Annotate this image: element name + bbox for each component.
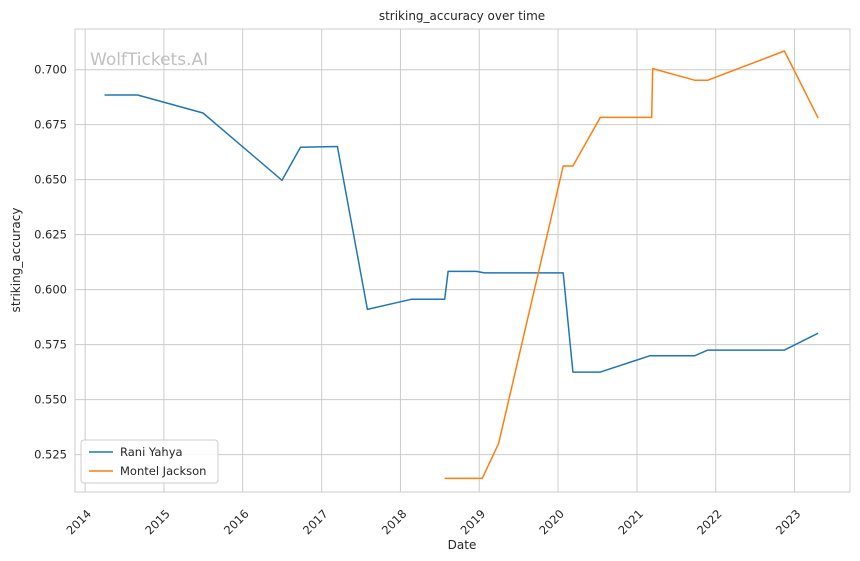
legend: Rani Yahya Montel Jackson <box>80 439 219 484</box>
plot-background <box>75 29 850 492</box>
y-tick-label: 0.625 <box>34 228 67 242</box>
x-tick-label: 2016 <box>221 507 252 538</box>
legend-box <box>80 439 219 484</box>
y-tick-label: 0.675 <box>34 118 67 132</box>
y-axis-label: striking_accuracy <box>9 208 23 313</box>
legend-label-rani-yahya: Rani Yahya <box>120 445 183 459</box>
y-tick-label: 0.700 <box>34 63 67 77</box>
gridlines <box>75 29 850 492</box>
x-tick-label: 2022 <box>694 507 725 538</box>
y-tick-label: 0.650 <box>34 173 67 187</box>
x-tick-label: 2018 <box>379 507 410 538</box>
y-tick-label: 0.575 <box>34 338 67 352</box>
x-tick-label: 2019 <box>458 507 489 538</box>
plot-frame <box>74 28 851 493</box>
x-tick-label: 2023 <box>773 507 804 538</box>
series-lines <box>104 50 819 480</box>
series-line-rani-yahya <box>104 94 819 373</box>
watermark: WolfTickets.AI <box>90 50 208 70</box>
x-tick-label: 2020 <box>536 507 567 538</box>
x-tick-label: 2021 <box>615 507 646 538</box>
x-tick-label: 2017 <box>300 507 331 538</box>
x-tick-label: 2014 <box>63 507 94 538</box>
y-axis-ticks: 0.525 0.550 0.575 0.600 0.625 0.650 0.675 0.700 <box>34 63 67 462</box>
x-axis-ticks: 2014 2015 2016 2017 2018 2019 2020 2021 2022 2023 <box>63 507 803 538</box>
y-tick-label: 0.525 <box>34 448 67 462</box>
y-tick-label: 0.600 <box>34 283 67 297</box>
legend-label-montel-jackson: Montel Jackson <box>120 464 206 478</box>
y-tick-label: 0.550 <box>34 393 67 407</box>
chart-title: striking_accuracy over time <box>379 9 545 23</box>
series-line-montel-jackson <box>444 50 819 480</box>
x-axis-label: Date <box>448 538 477 552</box>
x-tick-label: 2015 <box>142 507 173 538</box>
